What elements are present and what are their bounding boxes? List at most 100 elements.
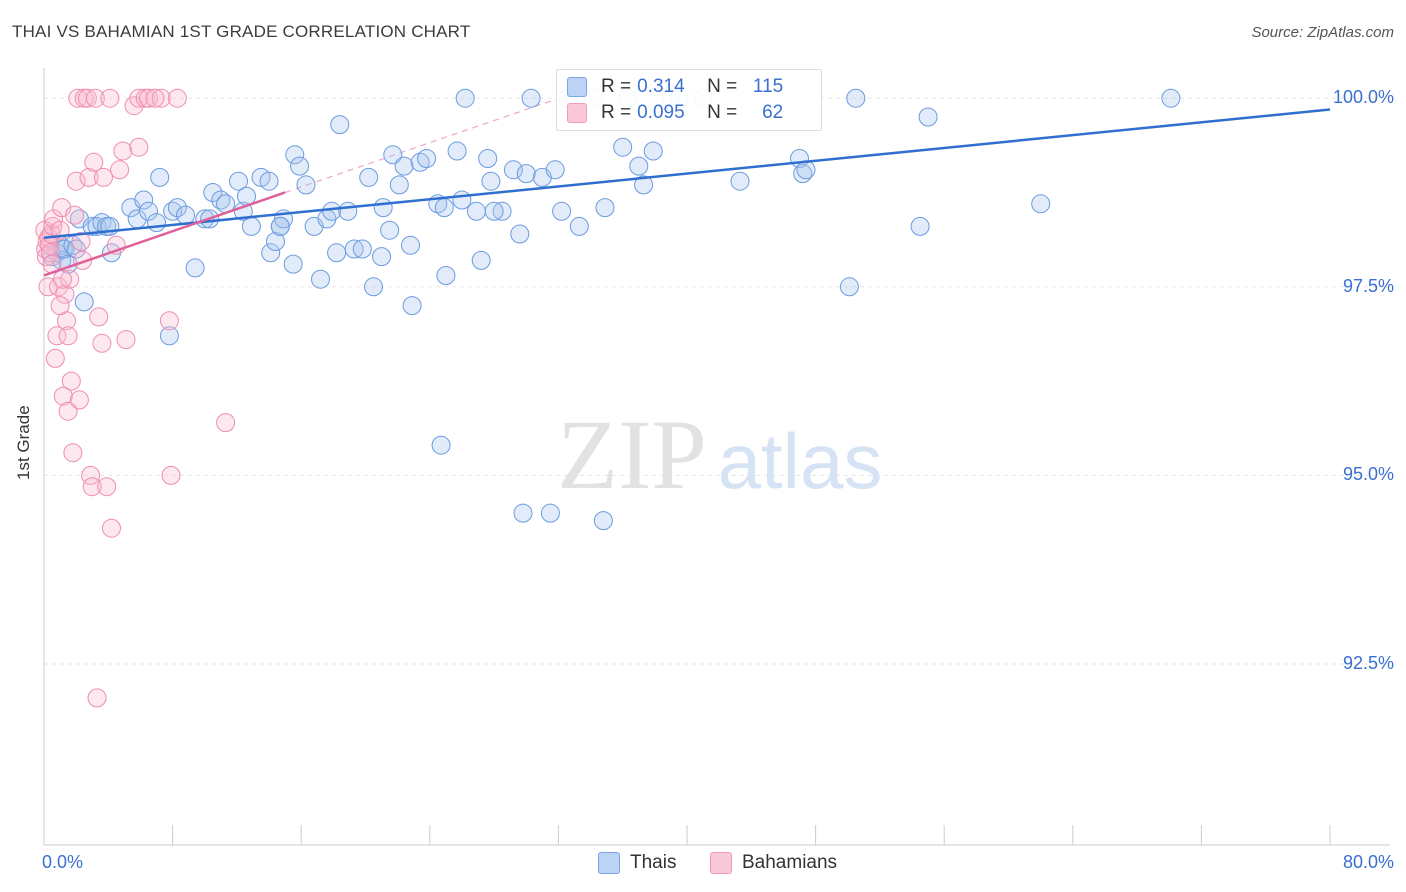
legend-item-thais[interactable]: Thais (598, 852, 676, 874)
bahamians-point-24 (63, 443, 83, 463)
bahamians-point-54 (159, 311, 179, 331)
thais-point-27 (185, 258, 205, 278)
thais-point-55 (352, 239, 372, 259)
thais-point-69 (431, 435, 451, 455)
bahamians-point-45 (110, 160, 130, 180)
bahamians-point-11 (44, 209, 64, 229)
thais-point-43 (283, 254, 303, 274)
thais-point-45 (290, 156, 310, 176)
bahamians-n-value: 62 (762, 102, 784, 123)
bahamians-point-57 (216, 413, 236, 433)
bahamians-point-41 (97, 477, 117, 497)
thais-point-77 (478, 149, 498, 168)
bahamians-n-label: N = (707, 102, 738, 123)
thais-point-21 (147, 213, 166, 233)
bahamians-point-17 (53, 386, 73, 406)
bahamians-point-47 (116, 330, 136, 350)
stats-legend: R = 0.314 N = 115 R = 0.095 N = 62 (556, 69, 822, 131)
thais-point-103 (793, 164, 813, 184)
thais-point-44 (285, 145, 305, 165)
legend-bahamians-label: Bahamians (742, 852, 838, 873)
thais-point-83 (516, 164, 536, 184)
bahamians-point-35 (84, 152, 104, 172)
thais-point-22 (150, 167, 170, 187)
thais-point-63 (394, 156, 414, 176)
bahamians-point-38 (89, 307, 109, 327)
bahamians-point-59 (50, 296, 70, 316)
y-tick-label-0: 100.0% (1332, 87, 1394, 108)
bahamians-point-40 (94, 167, 113, 187)
thais-points (42, 88, 1181, 531)
thais-point-39 (261, 243, 281, 263)
bahamians-point-22 (60, 269, 80, 289)
thais-point-25 (167, 198, 187, 218)
thais-point-36 (241, 216, 261, 236)
thais-point-67 (417, 149, 437, 168)
thais-point-53 (338, 201, 358, 221)
bahamians-point-12 (45, 348, 65, 368)
thais-point-78 (481, 171, 501, 191)
thais-point-56 (359, 167, 379, 187)
thais-point-81 (510, 224, 530, 244)
thais-point-92 (593, 511, 613, 531)
thais-point-108 (918, 107, 938, 127)
thais-point-112 (270, 216, 290, 236)
bahamians-point-34 (82, 477, 102, 497)
thais-point-105 (839, 277, 859, 297)
chart-title: THAI VS BAHAMIAN 1ST GRADE CORRELATION C… (12, 22, 471, 41)
thais-point-101 (730, 171, 750, 191)
thais-point-64 (401, 235, 420, 255)
bahamians-trend-line (43, 191, 286, 277)
thais-point-48 (311, 269, 330, 289)
thais-point-106 (846, 88, 866, 108)
thais-point-76 (471, 250, 491, 270)
thais-point-94 (613, 137, 633, 157)
bahamians-point-25 (65, 205, 84, 225)
thais-point-58 (372, 247, 392, 267)
thais-point-70 (434, 198, 454, 218)
thais-point-82 (513, 503, 533, 523)
thais-point-61 (383, 145, 403, 165)
bahamians-swatch (567, 103, 587, 123)
thais-point-80 (503, 160, 523, 180)
bahamians-point-21 (58, 326, 78, 346)
thais-point-71 (436, 266, 456, 285)
thais-point-96 (634, 175, 654, 195)
y-tick-label-1: 97.5% (1342, 275, 1394, 296)
thais-point-88 (552, 201, 572, 221)
x-tick-label-1: 80.0% (1342, 852, 1394, 872)
thais-swatch (567, 77, 587, 97)
bahamians-r-label: R = (601, 102, 632, 123)
bahamians-point-36 (85, 88, 105, 108)
thais-point-110 (1031, 194, 1051, 214)
bahamians-point-55 (161, 465, 181, 485)
thais-point-87 (545, 160, 565, 180)
y-tick-label-3: 92.5% (1342, 652, 1394, 673)
thais-point-26 (176, 205, 195, 225)
bahamians-point-46 (113, 141, 133, 161)
thais-point-51 (327, 243, 347, 263)
bahamians-point-61 (53, 269, 72, 289)
thais-point-72 (447, 141, 467, 161)
bahamians-point-37 (87, 688, 107, 708)
legend-item-bahamians[interactable]: Bahamians (710, 852, 837, 874)
thais-point-107 (910, 216, 930, 236)
axes (43, 68, 1390, 846)
thais-point-19 (134, 190, 154, 210)
bahamians-trend-dashed (284, 97, 560, 194)
thais-n-value: 115 (752, 76, 784, 97)
thais-point-65 (402, 296, 422, 316)
bahamians-point-60 (71, 232, 91, 251)
bahamians-point-26 (66, 171, 86, 191)
y-tick-label-2: 95.0% (1342, 464, 1394, 485)
bahamians-point-43 (102, 518, 121, 538)
thais-point-52 (330, 115, 350, 135)
bahamians-point-13 (47, 326, 67, 346)
thais-r-value: 0.314 (637, 76, 685, 97)
bahamians-point-58 (145, 88, 165, 108)
thais-point-57 (364, 277, 383, 297)
thais-point-62 (389, 175, 409, 195)
thais-point-93 (595, 198, 615, 218)
thais-point-79 (492, 201, 512, 221)
